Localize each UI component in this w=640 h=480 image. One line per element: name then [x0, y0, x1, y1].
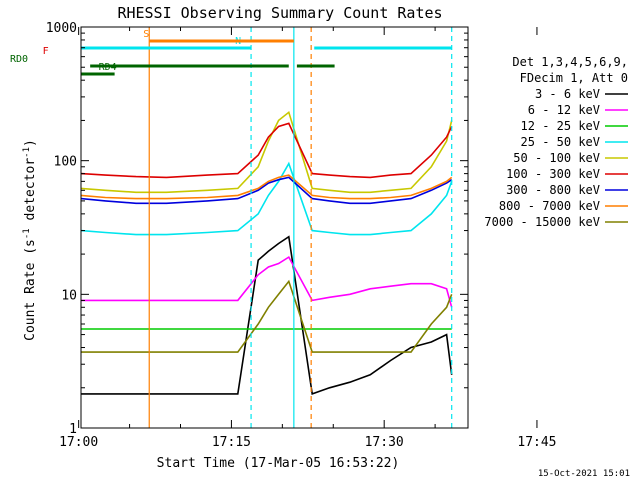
series-line-25-50-kev — [81, 161, 453, 236]
flag-label-rd0: RD0 — [10, 54, 28, 65]
y-axis-label-end: ) — [23, 139, 38, 147]
y-tick-label: 1000 — [46, 21, 77, 36]
flag-label-rd4: RD4 — [99, 62, 117, 73]
legend-items: 3 - 6 keV 6 - 12 keV 12 - 25 keV 25 - 50 ke… — [484, 87, 628, 229]
y-tick-label: 100 — [54, 155, 77, 170]
legend: Det 1,3,4,5,6,9, FDecim 1, Att 0 3 - 6 k… — [484, 55, 628, 229]
legend-label: 800 - 7000 keV — [499, 199, 600, 213]
legend-header-line1: Det 1,3,4,5,6,9, — [512, 55, 628, 69]
series-line-50-100-kev — [81, 110, 453, 194]
y-axis-label-mid: detector — [23, 158, 38, 229]
x-tick-label: 17:45 — [517, 435, 556, 450]
y-axis-label-sup1: -1 — [22, 228, 32, 239]
legend-label: 50 - 100 keV — [513, 151, 600, 165]
series-group — [81, 110, 453, 395]
flag-label-s: S — [143, 29, 149, 40]
x-axis-label: Start Time (17-Mar-05 16:53:22) — [157, 456, 400, 471]
series-line-300-800-kev — [81, 176, 453, 205]
y-axis-label-main: Count Rate (s — [23, 239, 38, 341]
legend-label: 300 - 800 keV — [506, 183, 600, 197]
series-line-6-12-kev — [81, 255, 453, 308]
series-line-800-7000-kev — [81, 174, 453, 200]
plot-frame — [80, 26, 469, 429]
svg-text:Count Rate (s-1 detector-1): Count Rate (s-1 detector-1) — [22, 139, 38, 341]
y-axis-label-sup2: -1 — [22, 147, 32, 158]
legend-label: 7000 - 15000 keV — [484, 215, 600, 229]
y-axis-label: Count Rate (s-1 detector-1) — [22, 139, 38, 341]
flag-label-f: F — [43, 46, 49, 57]
plot-area: NSFRD0RD4 — [10, 27, 453, 428]
x-tick-label: 17:00 — [59, 435, 98, 450]
y-tick-label: 1 — [69, 422, 77, 437]
legend-label: 12 - 25 keV — [521, 119, 600, 133]
axes: 110100100017:0017:1517:3017:4518:0018:15… — [46, 21, 557, 450]
series-line-100-300-kev — [81, 122, 453, 179]
legend-label: 100 - 300 keV — [506, 167, 600, 181]
y-ticks: 1 10 100 1000 — [46, 21, 468, 437]
chart-title: RHESSI Observing Summary Count Rates — [117, 4, 442, 22]
legend-label: 3 - 6 keV — [535, 87, 600, 101]
x-tick-label: 17:30 — [365, 435, 404, 450]
footer-date: 15-Oct-2021 15:01 — [538, 469, 630, 479]
x-tick-label: 17:15 — [212, 435, 251, 450]
y-tick-label: 10 — [61, 288, 77, 303]
series-line-7000-15000-kev — [81, 279, 453, 353]
flag-bars: NSFRD0RD4 — [10, 29, 452, 76]
legend-header-line2: FDecim 1, Att 0 — [520, 71, 628, 85]
series-line-3-6-kev — [81, 235, 453, 395]
legend-label: 25 - 50 keV — [521, 135, 600, 149]
legend-label: 6 - 12 keV — [528, 103, 600, 117]
